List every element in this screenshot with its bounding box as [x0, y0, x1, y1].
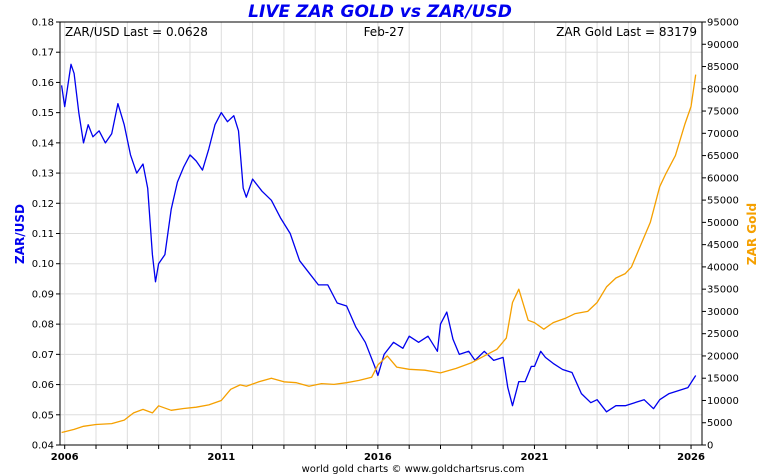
right-tick-label: 30000	[707, 307, 739, 318]
x-tick-label: 2026	[677, 452, 705, 463]
right-tick-label: 65000	[707, 151, 739, 162]
left-tick-label: 0.04	[32, 441, 54, 452]
right-tick-label: 45000	[707, 240, 739, 251]
right-tick-label: 70000	[707, 129, 739, 140]
grid-lines	[60, 21, 702, 446]
x-tick-label: 2006	[51, 452, 79, 463]
right-tick-label: 10000	[707, 396, 739, 407]
right-tick-label: 5000	[707, 418, 732, 429]
zar-gold-last-label: ZAR Gold Last = 83179	[556, 25, 697, 39]
x-tick-label: 2021	[521, 452, 549, 463]
left-tick-label: 0.11	[32, 229, 54, 240]
left-tick-label: 0.18	[32, 18, 54, 29]
right-axis-title: ZAR Gold	[745, 203, 759, 265]
date-label: Feb-27	[364, 25, 405, 39]
right-tick-label: 40000	[707, 262, 739, 273]
right-tick-label: 20000	[707, 351, 739, 362]
series-layer	[60, 63, 697, 434]
left-tick-label: 0.10	[32, 259, 54, 270]
left-tick-label: 0.14	[32, 138, 54, 149]
right-tick-label: 50000	[707, 218, 739, 229]
x-tick-label: 2016	[364, 452, 392, 463]
right-tick-label: 60000	[707, 173, 739, 184]
right-tick-label: 80000	[707, 84, 739, 95]
left-tick-label: 0.06	[32, 380, 54, 391]
tick-labels: 0.18 0.17 0.16 0.15 0.14 0.13 0.12 0.11 0.10 0.09…	[32, 18, 739, 464]
left-tick-label: 0.05	[32, 410, 54, 421]
right-tick-label: 0	[707, 441, 713, 452]
chart-title: LIVE ZAR GOLD vs ZAR/USD	[248, 2, 512, 22]
zar-gold-series-line	[61, 74, 697, 434]
right-tick-label: 85000	[707, 62, 739, 73]
left-axis-title: ZAR/USD	[13, 204, 27, 264]
right-tick-label: 95000	[707, 18, 739, 29]
left-tick-label: 0.12	[32, 199, 54, 210]
zar-usd-series-line	[60, 63, 697, 413]
left-tick-label: 0.17	[32, 48, 54, 59]
right-tick-label: 35000	[707, 285, 739, 296]
credit-label: world gold charts © www.goldchartsrus.co…	[302, 464, 525, 475]
right-tick-label: 75000	[707, 107, 739, 118]
right-tick-label: 15000	[707, 374, 739, 385]
left-tick-label: 0.16	[32, 78, 54, 89]
zar-usd-last-label: ZAR/USD Last = 0.0628	[65, 25, 208, 39]
left-tick-label: 0.09	[32, 289, 54, 300]
left-tick-label: 0.07	[32, 350, 54, 361]
right-tick-label: 90000	[707, 40, 739, 51]
right-tick-label: 55000	[707, 196, 739, 207]
left-tick-label: 0.13	[32, 169, 54, 180]
left-tick-label: 0.08	[32, 320, 54, 331]
x-tick-label: 2011	[207, 452, 235, 463]
right-tick-label: 25000	[707, 329, 739, 340]
tick-marks	[56, 21, 706, 449]
left-tick-label: 0.15	[32, 108, 54, 119]
